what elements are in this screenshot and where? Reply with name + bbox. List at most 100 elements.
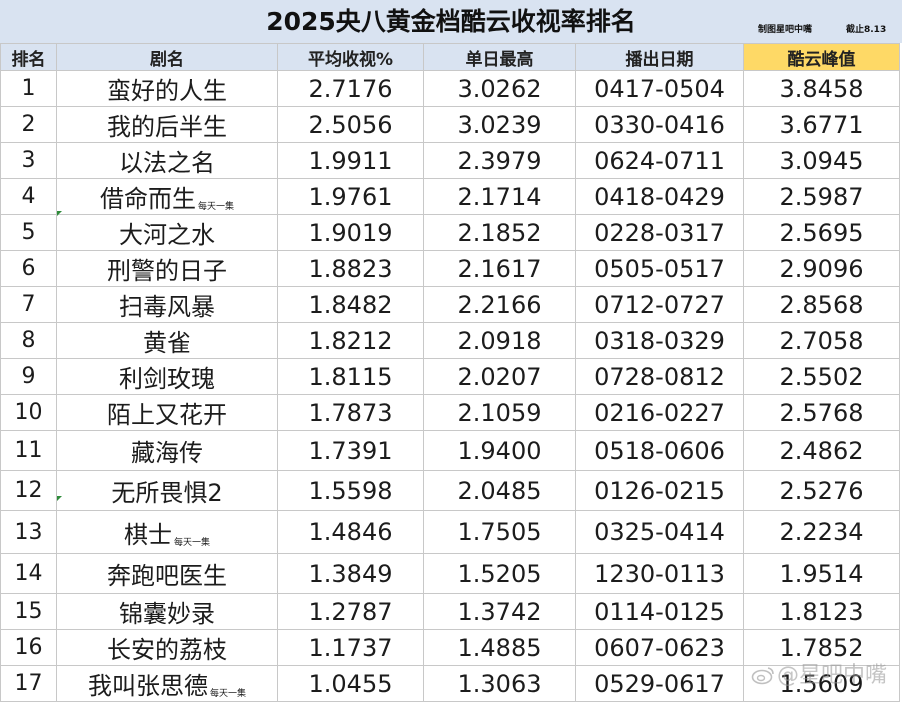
- cell-avg-rating: 1.8115: [277, 358, 424, 395]
- cell-rank: 7: [0, 286, 57, 323]
- cell-daily-max: 1.7505: [423, 510, 576, 554]
- cell-air-dates-text: 0518-0606: [594, 436, 725, 465]
- cell-rank-text: 7: [21, 292, 36, 317]
- cell-rank-text: 6: [21, 256, 36, 281]
- cell-peak-text: 2.9096: [779, 254, 864, 283]
- cell-avg-rating: 1.4846: [277, 510, 424, 554]
- cell-peak-text: 1.7852: [779, 633, 864, 662]
- table-row: 7 扫毒风暴 1.8482 2.2166 0712-0727 2.8568: [0, 286, 900, 323]
- cell-rank: 6: [0, 250, 57, 287]
- cell-title-text: 我叫张思德: [87, 672, 208, 700]
- cell-avg-rating-text: 1.2787: [308, 597, 393, 626]
- weibo-icon: [751, 667, 774, 685]
- cell-avg-rating: 1.8212: [277, 322, 424, 359]
- cell-rank-text: 1: [21, 76, 36, 101]
- cell-avg-rating: 1.3849: [277, 553, 424, 594]
- cell-avg-rating-text: 1.8212: [308, 326, 393, 355]
- credit-maker: 制图星吧中嘴: [758, 25, 813, 35]
- table-row: 16 长安的荔枝 1.1737 1.4885 0607-0623 1.7852: [0, 629, 900, 666]
- cell-title-text: 黄雀: [143, 329, 191, 357]
- cell-air-dates-text: 0712-0727: [594, 290, 725, 319]
- cell-air-dates: 0318-0329: [575, 322, 744, 359]
- cell-peak: 3.8458: [743, 70, 900, 107]
- cell-title: 陌上又花开: [56, 394, 278, 431]
- cell-rank: 5: [0, 214, 57, 251]
- cell-air-dates-text: 0114-0125: [594, 597, 725, 626]
- cell-air-dates-text: 0728-0812: [594, 362, 725, 391]
- cell-peak-text: 1.9514: [779, 559, 864, 588]
- cell-daily-max: 2.0485: [423, 470, 576, 511]
- cell-peak: 2.5987: [743, 178, 900, 215]
- cell-peak: 2.5502: [743, 358, 900, 395]
- cell-avg-rating: 1.1737: [277, 629, 424, 666]
- cell-title-text: 陌上又花开: [107, 401, 227, 429]
- cell-title: 利剑玫瑰: [56, 358, 278, 395]
- cell-daily-max-text: 1.3742: [457, 597, 542, 626]
- cell-avg-rating: 1.7873: [277, 394, 424, 431]
- cell-daily-max-text: 1.4885: [457, 633, 542, 662]
- table-row: 14 奔跑吧医生 1.3849 1.5205 1230-0113 1.9514: [0, 553, 900, 594]
- cell-title-text: 蛮好的人生: [107, 77, 227, 105]
- cell-avg-rating: 1.2787: [277, 593, 424, 630]
- ratings-table: 排名 剧名 平均收视% 单日最高 播出日期 酷云峰值 1 蛮好的人生 2.7176 3…: [0, 43, 900, 702]
- cell-rank-text: 13: [14, 519, 43, 545]
- cell-air-dates-text: 0607-0623: [594, 633, 725, 662]
- cell-avg-rating: 2.7176: [277, 70, 424, 107]
- cell-daily-max: 2.1714: [423, 178, 576, 215]
- cell-title-note: 每天一集: [173, 537, 210, 548]
- cell-rank-text: 12: [14, 478, 43, 503]
- cell-daily-max-text: 3.0262: [457, 74, 542, 103]
- table-row: 13 棋士 每天一集 1.4846 1.7505 0325-0414 2.2234: [0, 510, 900, 554]
- cell-avg-rating-text: 1.9761: [308, 182, 393, 211]
- cell-daily-max-text: 1.9400: [457, 436, 542, 465]
- cell-avg-rating-text: 1.8482: [308, 290, 393, 319]
- cell-air-dates-text: 0624-0711: [594, 146, 725, 175]
- cell-peak: 1.8123: [743, 593, 900, 630]
- cell-rank: 17: [0, 665, 57, 702]
- cell-rank: 15: [0, 593, 57, 630]
- cell-title: 锦囊妙录: [56, 593, 278, 630]
- cell-air-dates: 0529-0617: [575, 665, 744, 702]
- watermark-text: @星吧中嘴: [777, 663, 888, 688]
- cell-avg-rating: 1.5598: [277, 470, 424, 511]
- cell-daily-max: 2.1059: [423, 394, 576, 431]
- cell-peak: 2.2234: [743, 510, 900, 554]
- cell-air-dates: 0228-0317: [575, 214, 744, 251]
- col-header-peak: 酷云峰值: [743, 43, 900, 71]
- cell-avg-rating-text: 2.5056: [308, 110, 393, 139]
- cell-peak: 2.5768: [743, 394, 900, 431]
- cell-air-dates: 0624-0711: [575, 142, 744, 179]
- cell-rank: 2: [0, 106, 57, 143]
- col-header-avg-rating: 平均收视%: [277, 43, 424, 71]
- cell-rank: 3: [0, 142, 57, 179]
- table-row: 10 陌上又花开 1.7873 2.1059 0216-0227 2.5768: [0, 394, 900, 431]
- cell-rank: 8: [0, 322, 57, 359]
- cell-title-text: 长安的荔枝: [107, 636, 227, 664]
- cell-rank: 12: [0, 470, 57, 511]
- cell-avg-rating-text: 1.8115: [308, 362, 393, 391]
- cell-avg-rating-text: 1.0455: [308, 669, 393, 698]
- cell-daily-max-text: 3.0239: [457, 110, 542, 139]
- cell-peak: 2.8568: [743, 286, 900, 323]
- cell-rank: 16: [0, 629, 57, 666]
- cell-rank-text: 16: [14, 635, 43, 660]
- cell-peak: 2.9096: [743, 250, 900, 287]
- cell-title: 扫毒风暴: [56, 286, 278, 323]
- cell-rank-text: 10: [14, 400, 43, 425]
- cell-peak-text: 2.5768: [779, 398, 864, 427]
- cell-peak: 3.0945: [743, 142, 900, 179]
- cell-avg-rating-text: 1.8823: [308, 254, 393, 283]
- cell-rank-text: 9: [21, 364, 36, 389]
- table-row: 6 刑警的日子 1.8823 2.1617 0505-0517 2.9096: [0, 250, 900, 287]
- cell-air-dates: 0330-0416: [575, 106, 744, 143]
- table-row: 1 蛮好的人生 2.7176 3.0262 0417-0504 3.8458: [0, 70, 900, 107]
- cell-daily-max: 1.4885: [423, 629, 576, 666]
- watermark: @星吧中嘴: [751, 657, 887, 689]
- cell-rank-text: 2: [21, 112, 36, 137]
- cell-title-note: 每天一集: [197, 202, 234, 212]
- cell-title-text: 奔跑吧医生: [107, 562, 227, 590]
- cell-daily-max: 2.1617: [423, 250, 576, 287]
- cell-title-text: 锦囊妙录: [119, 600, 215, 628]
- cell-title: 棋士 每天一集: [56, 510, 278, 554]
- cell-rank-text: 17: [14, 671, 43, 696]
